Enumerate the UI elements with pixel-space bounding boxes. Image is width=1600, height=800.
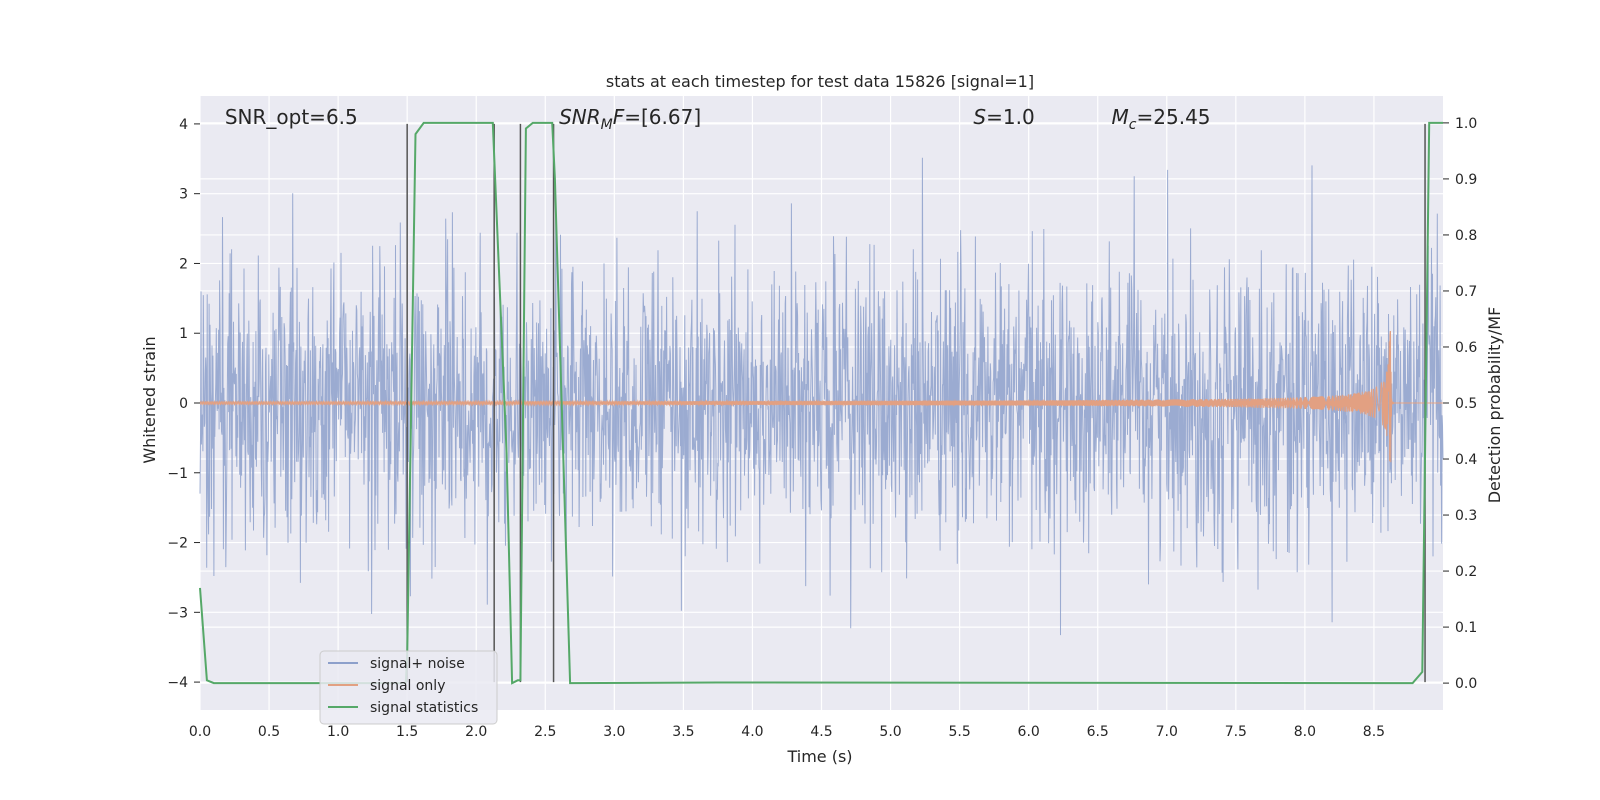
y-tick-label: 4 [179, 117, 188, 133]
y2-tick-label: 0.2 [1455, 564, 1477, 580]
x-tick-label: 5.5 [948, 724, 970, 740]
legend-label-signal-statistics: signal statistics [370, 700, 478, 716]
y-tick-label: 0 [179, 396, 188, 412]
y2-tick-label: 0.5 [1455, 396, 1477, 412]
y-tick-label: −2 [167, 536, 188, 552]
x-tick-label: 1.0 [327, 724, 349, 740]
x-tick-label: 2.5 [534, 724, 556, 740]
x-tick-label: 5.0 [879, 724, 901, 740]
y-tick-label: 1 [179, 326, 188, 342]
y-tick-label: 2 [179, 256, 188, 272]
legend-label-signal-only: signal only [370, 678, 445, 694]
y-tick-label: −4 [167, 675, 188, 691]
y2-tick-label: 0.1 [1455, 620, 1477, 636]
x-tick-label: 4.5 [810, 724, 832, 740]
x-tick-label: 8.5 [1363, 724, 1385, 740]
y2-tick-label: 0.7 [1455, 284, 1477, 300]
y-tick-label: 3 [179, 187, 188, 203]
y2-tick-label: 0.0 [1455, 676, 1477, 692]
chart-title: stats at each timestep for test data 158… [606, 72, 1034, 91]
x-tick-label: 2.0 [465, 724, 487, 740]
annotation-3: Mc=25.45 [1112, 105, 1211, 133]
y2-tick-label: 0.3 [1455, 508, 1477, 524]
y-axis-label: Whitened strain [140, 336, 159, 463]
x-tick-label: 7.5 [1225, 724, 1247, 740]
y2-tick-label: 0.4 [1455, 452, 1477, 468]
y2-axis-label: Detection probability/MF [1485, 307, 1504, 504]
x-tick-label: 4.0 [741, 724, 763, 740]
annotation-1: SNRMF=[6.67] [559, 105, 701, 133]
x-tick-label: 3.5 [672, 724, 694, 740]
legend-label-signal-noise: signal+ noise [370, 656, 465, 672]
x-tick-label: 1.5 [396, 724, 418, 740]
y2-tick-label: 1.0 [1455, 116, 1477, 132]
x-axis-label: Time (s) [786, 747, 852, 766]
legend: signal+ noise signal only signal statist… [319, 650, 498, 725]
y2-axis-ticks: 0.0 0.1 0.2 0.3 0.4 0.5 0.6 0.7 0.8 0.9 1.0 [1443, 116, 1477, 692]
x-tick-label: 3.0 [603, 724, 625, 740]
x-tick-label: 7.0 [1156, 724, 1178, 740]
legend-box [319, 650, 498, 725]
annotations: SNR_opt=6.5 SNRMF=[6.67] S=1.0 Mc=25.45 [225, 105, 1211, 133]
y2-tick-label: 0.8 [1455, 228, 1477, 244]
x-tick-label: 8.0 [1294, 724, 1316, 740]
x-tick-label: 0.0 [189, 724, 211, 740]
annotation-0: SNR_opt=6.5 [225, 105, 358, 129]
x-tick-label: 6.0 [1018, 724, 1040, 740]
x-tick-label: 0.5 [258, 724, 280, 740]
annotation-2: S=1.0 [973, 105, 1034, 129]
y-tick-label: −1 [167, 466, 188, 482]
y2-tick-label: 0.9 [1455, 172, 1477, 188]
y2-tick-label: 0.6 [1455, 340, 1477, 356]
y-axis-ticks: −4 −3 −2 −1 0 1 2 3 4 [167, 117, 200, 691]
x-axis-ticks: 0.0 0.5 1.0 1.5 2.0 2.5 3.0 3.5 4.0 4.5 5.0 5.5 6.0 6… [189, 724, 1385, 740]
x-tick-label: 6.5 [1087, 724, 1109, 740]
y-tick-label: −3 [167, 605, 188, 621]
